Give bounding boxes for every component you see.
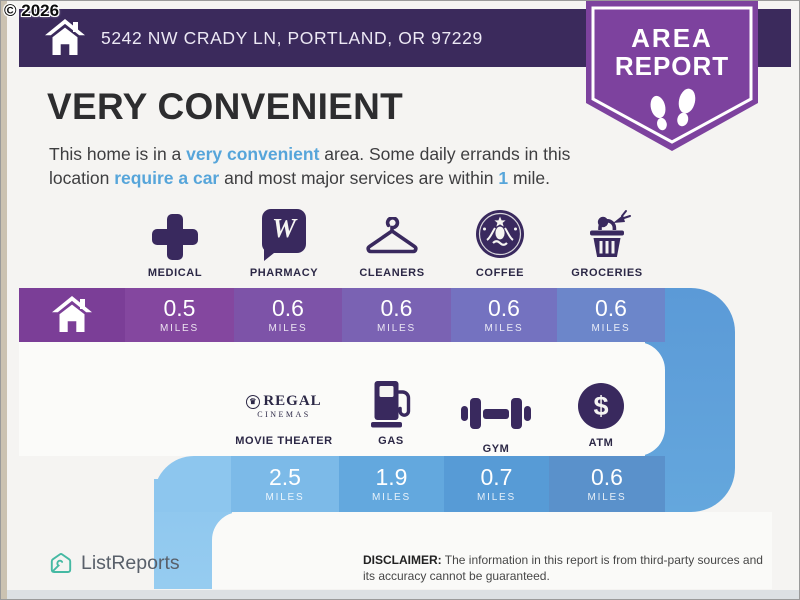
distance-unit: MILES — [268, 322, 308, 334]
starbucks-siren-icon — [476, 210, 524, 258]
distance-value: 0.6 — [591, 463, 623, 490]
distance-value: 0.6 — [595, 294, 627, 321]
distance-cell: 0.6 MILES — [234, 288, 342, 342]
amenity-label: COFFEE — [475, 267, 525, 279]
distance-unit: MILES — [587, 491, 627, 503]
disclaimer-text: DISCLAIMER: The information in this repo… — [363, 553, 763, 584]
amenity-gym: GYM — [436, 367, 556, 455]
page-left-edge — [1, 1, 7, 599]
distance-unit: MILES — [159, 322, 199, 334]
distance-value: 0.6 — [488, 294, 520, 321]
walgreens-w-icon: W — [262, 209, 306, 253]
amenity-movie-theater: ♛ REGAL CINEMAS MOVIE THEATER — [224, 367, 344, 448]
listreports-logo: ListReports — [49, 551, 180, 575]
amenity-label: ATM — [588, 437, 614, 449]
amenity-label: MEDICAL — [147, 267, 203, 279]
dollar-circle-icon: $ — [578, 383, 624, 429]
summary-p3: and most major services are within — [219, 168, 499, 189]
distance-unit: MILES — [376, 322, 416, 334]
disclaimer-label: DISCLAIMER: — [363, 553, 442, 567]
disclaimer-panel — [212, 512, 772, 589]
distance-cell: 0.6 MILES — [549, 456, 665, 512]
area-report-badge: AREA REPORT — [586, 1, 758, 151]
distance-unit: MILES — [484, 322, 524, 334]
distance-value: 0.7 — [480, 463, 513, 490]
grocery-basket-icon — [590, 210, 631, 257]
distance-value: 0.6 — [272, 294, 304, 321]
hanger-icon — [366, 217, 418, 254]
amenity-groceries: GROCERIES — [547, 199, 667, 279]
dumbbell-icon — [461, 398, 531, 429]
property-address: 5242 NW CRADY LN, PORTLAND, OR 97229 — [101, 28, 483, 48]
amenity-cleaners: CLEANERS — [332, 199, 452, 279]
amenity-label: GROCERIES — [571, 267, 643, 279]
distance-unit: MILES — [371, 491, 411, 503]
corner-cell — [154, 456, 231, 512]
distance-cell: 0.6 MILES — [557, 288, 665, 342]
amenity-medical: MEDICAL — [115, 199, 235, 279]
distance-cell: 0.6 MILES — [342, 288, 451, 342]
highlight-one: 1 — [498, 168, 509, 189]
amenity-label: PHARMACY — [249, 267, 319, 279]
home-icon — [45, 19, 85, 55]
amenity-atm: $ ATM — [541, 367, 661, 449]
distance-unit: MILES — [265, 491, 305, 503]
amenity-label: CLEANERS — [359, 267, 425, 279]
badge-line1: AREA — [631, 23, 713, 53]
highlight-very-convenient: very convenient — [186, 144, 320, 164]
medical-cross-icon — [151, 213, 199, 261]
footprints-icon — [650, 88, 696, 131]
summary-text: This home is in a very convenient area. … — [49, 142, 594, 190]
distance-cell: 2.5 MILES — [231, 456, 339, 512]
distance-value: 1.9 — [375, 463, 408, 490]
gas-pump-icon — [371, 381, 411, 428]
amenity-coffee: COFFEE — [440, 199, 560, 279]
summary-p2: area. Some daily errands in this locatio… — [49, 144, 571, 189]
amenity-label: GAS — [378, 435, 404, 447]
amenity-pharmacy: W PHARMACY — [224, 199, 344, 279]
amenity-gas: GAS — [331, 367, 451, 447]
listreports-house-icon — [50, 553, 72, 573]
amenity-label: MOVIE THEATER — [235, 435, 333, 447]
summary-p4: mile. — [508, 168, 550, 189]
distance-value: 0.6 — [380, 294, 413, 321]
distance-cell: 0.5 MILES — [125, 288, 234, 342]
distance-bar-2: 2.5 MILES 1.9 MILES 0.7 MILES 0.6 MILES — [154, 456, 665, 512]
highlight-require-a-car: require a car — [114, 168, 220, 189]
listreports-wordmark: ListReports — [81, 551, 180, 574]
distance-cell: 0.6 MILES — [451, 288, 557, 342]
regal-cinemas-logo: ♛ REGAL CINEMAS — [246, 394, 321, 419]
distance-unit: MILES — [476, 491, 516, 503]
distance-value: 2.5 — [269, 463, 301, 490]
page-title: VERY CONVENIENT — [47, 86, 404, 127]
badge-line2: REPORT — [615, 51, 729, 81]
home-icon — [52, 296, 92, 332]
distance-value: 0.5 — [163, 294, 196, 321]
distance-unit: MILES — [591, 322, 631, 334]
row2-panel — [19, 342, 665, 456]
regal-crown-icon: ♛ — [246, 394, 261, 409]
copyright-watermark: © 2026 — [4, 1, 60, 20]
amenity-label: GYM — [482, 443, 510, 455]
distance-cell: 1.9 MILES — [339, 456, 444, 512]
distance-bar-1: 0.5 MILES 0.6 MILES 0.6 MILES 0.6 MILES … — [19, 288, 665, 342]
home-marker-cell — [19, 288, 125, 342]
distance-cell: 0.7 MILES — [444, 456, 549, 512]
summary-p1: This home is in a — [49, 144, 187, 164]
page-bottom-edge — [1, 590, 799, 599]
